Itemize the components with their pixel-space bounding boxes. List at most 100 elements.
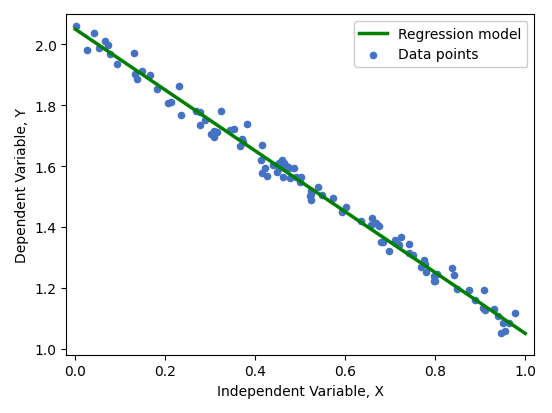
- Data points: [113, 61, 121, 68]
- Data points: [367, 216, 376, 222]
- Data points: [103, 43, 112, 49]
- Data points: [258, 171, 267, 177]
- Data points: [511, 310, 520, 316]
- Data points: [480, 307, 489, 314]
- Data points: [95, 45, 104, 52]
- Data points: [258, 142, 267, 149]
- X-axis label: Independent Variable, X: Independent Variable, X: [217, 384, 384, 398]
- Data points: [274, 161, 283, 167]
- Data points: [405, 241, 413, 248]
- Data points: [296, 174, 305, 180]
- Data points: [286, 176, 295, 182]
- Data points: [394, 241, 402, 248]
- Data points: [431, 278, 440, 285]
- Data points: [390, 237, 399, 244]
- Data points: [395, 242, 404, 249]
- Data points: [318, 192, 327, 199]
- Data points: [283, 164, 292, 171]
- Data points: [306, 198, 315, 204]
- Data points: [268, 163, 277, 169]
- Data points: [100, 39, 109, 45]
- Data points: [282, 164, 290, 170]
- Data points: [145, 73, 154, 79]
- Data points: [131, 71, 140, 78]
- Data points: [192, 108, 200, 115]
- Data points: [421, 261, 430, 268]
- Data points: [212, 130, 221, 136]
- Data points: [433, 271, 442, 278]
- Data points: [132, 77, 141, 83]
- Data points: [480, 287, 489, 294]
- Data points: [82, 47, 91, 54]
- Data points: [496, 330, 505, 337]
- Data points: [420, 257, 428, 263]
- Data points: [490, 306, 498, 313]
- Data points: [72, 24, 81, 31]
- Data points: [238, 140, 247, 146]
- Data points: [307, 191, 316, 197]
- Data points: [257, 158, 266, 164]
- Data points: [278, 174, 287, 180]
- Data points: [195, 123, 204, 129]
- Data points: [195, 109, 204, 116]
- Data points: [375, 223, 384, 230]
- Data points: [479, 305, 487, 312]
- Y-axis label: Dependent Variable, Y: Dependent Variable, Y: [15, 108, 29, 262]
- Data points: [408, 252, 417, 259]
- Data points: [285, 165, 294, 172]
- Data points: [236, 144, 245, 150]
- Data points: [448, 265, 457, 272]
- Data points: [341, 205, 350, 211]
- Data points: [279, 160, 288, 167]
- Data points: [429, 273, 438, 280]
- Data points: [242, 122, 251, 128]
- Data points: [338, 209, 347, 216]
- Data points: [174, 84, 183, 90]
- Legend: Regression model, Data points: Regression model, Data points: [354, 22, 527, 68]
- Data points: [130, 51, 139, 58]
- Data points: [289, 165, 298, 172]
- Data points: [376, 239, 385, 246]
- Data points: [372, 220, 381, 227]
- Data points: [384, 248, 393, 255]
- Data points: [470, 297, 479, 304]
- Data points: [498, 320, 507, 327]
- Data points: [417, 263, 426, 270]
- Data points: [217, 108, 226, 115]
- Data points: [226, 127, 235, 134]
- Data points: [206, 132, 215, 138]
- Data points: [453, 286, 461, 293]
- Data points: [493, 313, 502, 320]
- Data points: [429, 278, 438, 285]
- Data points: [210, 135, 219, 141]
- Data points: [405, 250, 413, 256]
- Data points: [230, 127, 238, 133]
- Data points: [306, 193, 315, 199]
- Data points: [396, 235, 405, 241]
- Data points: [378, 239, 387, 245]
- Data points: [306, 188, 315, 195]
- Data points: [449, 272, 458, 279]
- Data points: [200, 117, 209, 124]
- Data points: [237, 136, 246, 142]
- Data points: [501, 328, 509, 335]
- Data points: [89, 31, 98, 37]
- Data points: [261, 165, 270, 171]
- Data points: [137, 69, 146, 75]
- Data points: [313, 184, 322, 191]
- Data points: [422, 269, 431, 275]
- Data points: [263, 173, 272, 180]
- Data points: [275, 165, 284, 171]
- Data points: [278, 157, 286, 164]
- Data points: [465, 287, 474, 294]
- Data points: [367, 222, 375, 228]
- Data points: [505, 320, 514, 326]
- Data points: [105, 52, 114, 58]
- Data points: [328, 195, 337, 202]
- Data points: [357, 218, 365, 225]
- Data points: [177, 112, 185, 119]
- Data points: [152, 86, 161, 93]
- Data points: [273, 169, 282, 176]
- Data points: [296, 179, 305, 186]
- Data points: [167, 100, 176, 106]
